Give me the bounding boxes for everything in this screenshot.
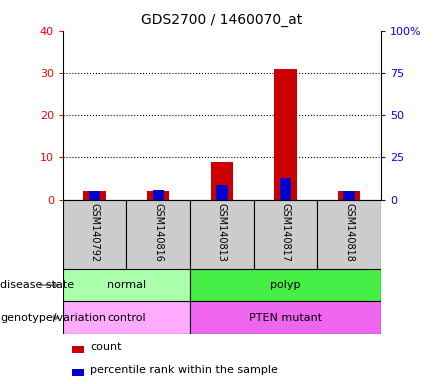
Bar <box>72 346 84 353</box>
Bar <box>254 200 317 269</box>
Text: GSM140818: GSM140818 <box>344 204 354 262</box>
Bar <box>280 178 291 200</box>
Text: normal: normal <box>107 280 146 290</box>
Bar <box>63 200 126 269</box>
Bar <box>152 190 164 200</box>
Text: disease state: disease state <box>0 280 74 290</box>
Bar <box>89 191 100 200</box>
Bar <box>317 200 381 269</box>
Bar <box>190 269 381 301</box>
Text: GSM140792: GSM140792 <box>90 203 100 262</box>
Bar <box>72 369 84 376</box>
Bar <box>211 162 233 200</box>
Bar <box>63 269 190 301</box>
Text: GSM140816: GSM140816 <box>153 204 163 262</box>
Bar <box>126 200 190 269</box>
Bar <box>190 301 381 334</box>
Text: count: count <box>90 341 122 351</box>
Bar <box>343 191 355 200</box>
Text: GSM140817: GSM140817 <box>281 204 291 262</box>
Text: control: control <box>107 313 146 323</box>
Title: GDS2700 / 1460070_at: GDS2700 / 1460070_at <box>141 13 303 27</box>
Bar <box>190 200 254 269</box>
Bar <box>216 185 228 200</box>
Text: GSM140813: GSM140813 <box>217 204 227 262</box>
Bar <box>147 191 169 200</box>
Bar <box>338 191 360 200</box>
Text: genotype/variation: genotype/variation <box>0 313 106 323</box>
Text: PTEN mutant: PTEN mutant <box>249 313 322 323</box>
Bar <box>275 69 297 200</box>
Bar <box>84 191 106 200</box>
Text: percentile rank within the sample: percentile rank within the sample <box>90 364 278 374</box>
Bar <box>63 301 190 334</box>
Text: polyp: polyp <box>270 280 301 290</box>
